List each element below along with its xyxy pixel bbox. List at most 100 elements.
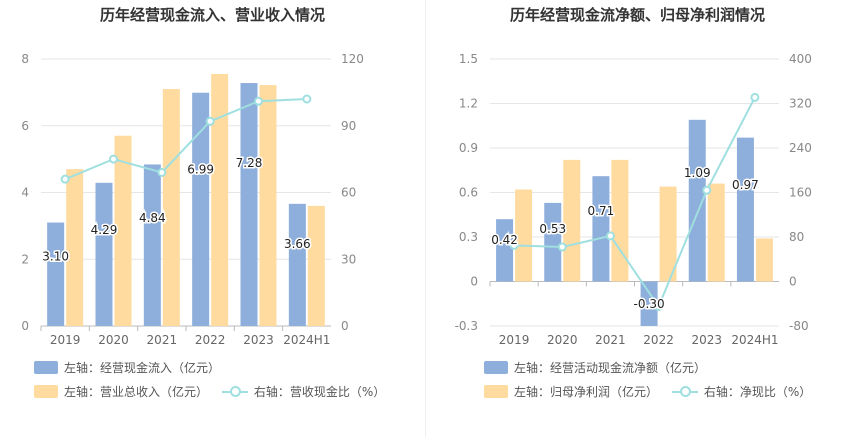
bar-series-1 (192, 92, 210, 327)
y-right-tick-label: 0 (341, 319, 349, 333)
legend-label: 左轴：经营现金流入（亿元） (64, 361, 221, 375)
x-tick-label: 2023 (691, 333, 722, 347)
line-point (254, 96, 263, 106)
line-point (654, 302, 664, 312)
legend-item-ratio[interactable]: 右轴：营收现金比（%） (221, 383, 386, 400)
y-left-tick-label: 2 (21, 252, 29, 266)
x-tick-label: 2022 (195, 333, 226, 347)
chart-plot-area: 0 2 4 6 8 0 30 60 90 120 2019 2020 2021 2022 2023 2024H… (21, 52, 364, 347)
bar-series-1 (95, 182, 113, 326)
chart-title: 历年经营现金流入、营业收入情况 (99, 6, 325, 24)
x-tick-label: 2019 (50, 333, 81, 347)
legend-row-2: 左轴：归母净利润（亿元） 右轴：净现比（%） (484, 383, 821, 400)
bar-series-1 (592, 176, 610, 282)
line-point (302, 94, 312, 104)
y-left-tick-label: 0.6 (459, 186, 478, 200)
y-left-tick-label: 8 (21, 52, 29, 66)
data-label: 4.29 (91, 223, 118, 237)
legend-label: 右轴：营收现金比（%） (253, 385, 386, 399)
legend-label: 左轴：营业总收入（亿元） (64, 385, 209, 399)
bar-series-1 (47, 222, 65, 326)
line-point (60, 174, 70, 184)
legend-label: 左轴：经营活动现金流净额（亿元） (514, 361, 707, 375)
line-point (509, 240, 519, 250)
bar-series-1 (240, 83, 258, 326)
legend-item-inflow[interactable]: 左轴：经营现金流入（亿元） (34, 359, 220, 376)
x-tick-label: 2020 (98, 333, 129, 347)
legend-item-revenue[interactable]: 左轴：营业总收入（亿元） (34, 383, 208, 400)
data-label: 4.84 (139, 211, 166, 225)
data-label: 0.53 (539, 222, 566, 236)
data-label: 0.71 (588, 204, 615, 218)
line-point (109, 154, 118, 164)
y-right-tick-label: 160 (789, 186, 812, 200)
y-left-tick-label: 0 (470, 275, 478, 289)
legend-row-1: 左轴：经营现金流入（亿元） (34, 359, 230, 376)
line-point (157, 167, 167, 177)
chart-panel-netcash-profit: 历年经营现金流净额、归母净利润情况 -0.3 0 0.3 0.6 0.9 1.2 1.5 -8… (425, 0, 850, 437)
bar-series-1 (736, 137, 754, 282)
y-left-tick-label: 0.9 (459, 141, 478, 155)
data-label: 3.66 (284, 237, 311, 251)
bar-series-2 (515, 189, 533, 282)
bar-series-2 (114, 135, 132, 326)
bar-series-2 (611, 159, 629, 282)
y-left-tick-label: -0.3 (455, 319, 478, 333)
bar-series-1 (143, 164, 161, 326)
y-right-tick-label: 60 (341, 186, 356, 200)
y-right-tick-label: 120 (341, 52, 364, 66)
y-right-tick-label: 0 (789, 275, 797, 289)
legend-item-netcash[interactable]: 左轴：经营活动现金流净额（亿元） (484, 359, 706, 376)
chart-plot-area: -0.300.30.60.91.21.5-8008016024032040020… (455, 52, 812, 347)
legend-item-netcash-ratio[interactable]: 右轴：净现比（%） (671, 383, 811, 400)
y-right-tick-label: 80 (789, 230, 804, 244)
legend-swatch (484, 361, 508, 374)
data-label: 1.09 (684, 166, 711, 180)
y-right-tick-label: 30 (341, 252, 356, 266)
line-point (605, 231, 615, 241)
y-left-tick-label: 1.5 (459, 52, 478, 66)
chart-title: 历年经营现金流净额、归母净利润情况 (509, 6, 765, 24)
x-tick-label: 2024H1 (731, 333, 778, 347)
legend-line-marker (221, 385, 248, 398)
bar-series-2 (162, 89, 180, 326)
x-tick-label: 2019 (499, 333, 530, 347)
y-left-tick-label: 0.3 (459, 230, 478, 244)
bar-series-2 (307, 205, 325, 326)
bar-series-2 (659, 186, 677, 282)
line-series (514, 96, 756, 309)
legend-swatch (34, 361, 58, 374)
y-right-tick-label: 320 (789, 97, 812, 111)
x-tick-label: 2023 (243, 333, 274, 347)
line-point (702, 185, 712, 195)
y-right-tick-label: 240 (789, 141, 812, 155)
data-label: 0.42 (491, 233, 518, 247)
bar-series-2 (707, 183, 725, 282)
bar-series-1 (640, 281, 658, 326)
y-right-tick-label: 90 (341, 119, 356, 133)
legend-item-profit[interactable]: 左轴：归母净利润（亿元） (484, 383, 658, 400)
data-label: 7.28 (236, 156, 263, 170)
line-point (557, 242, 567, 252)
x-tick-label: 2022 (643, 333, 674, 347)
legend-label: 左轴：归母净利润（亿元） (514, 385, 659, 399)
y-left-tick-label: 4 (21, 186, 29, 200)
line-point (750, 92, 760, 102)
x-tick-label: 2020 (547, 333, 578, 347)
data-label: -0.30 (634, 297, 665, 311)
x-tick-label: 2021 (147, 333, 178, 347)
bar-series-2 (211, 74, 229, 326)
y-right-tick-label: -80 (789, 319, 809, 333)
bar-series-2 (755, 238, 773, 282)
y-right-tick-label: 400 (789, 52, 812, 66)
panel-divider (425, 0, 426, 437)
line-series (64, 98, 307, 181)
data-label: 6.99 (187, 163, 214, 177)
x-tick-label: 2021 (595, 333, 626, 347)
legend-swatch (34, 385, 58, 398)
bar-series-2 (66, 169, 84, 326)
data-label: 0.97 (732, 178, 759, 192)
bar-series-2 (563, 159, 581, 282)
y-left-tick-label: 1.2 (459, 97, 478, 111)
